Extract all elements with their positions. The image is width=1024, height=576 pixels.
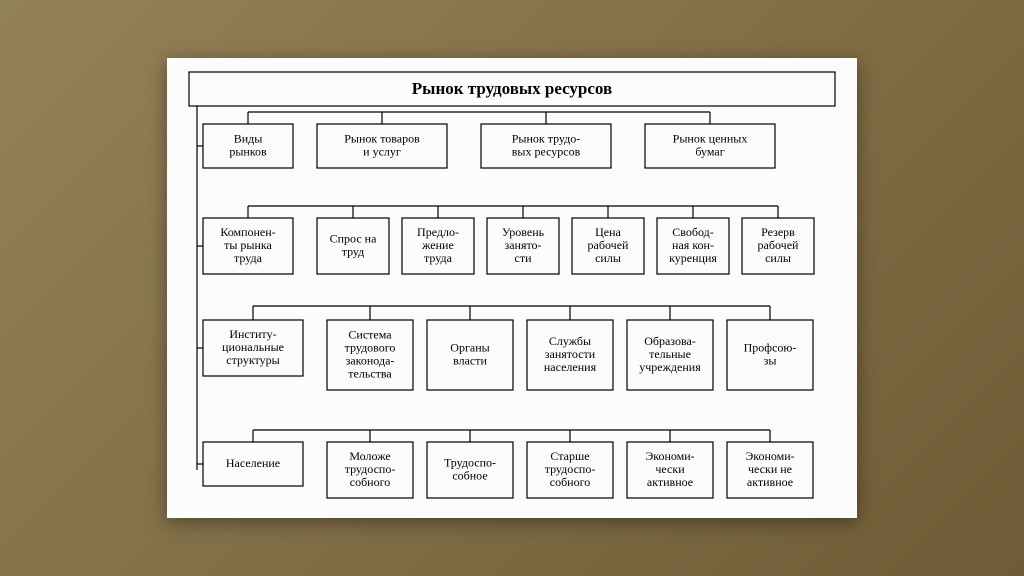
diagram-svg: Рынок трудовых ресурсов Видырынков Рынок т… bbox=[167, 58, 857, 518]
diagram-sheet: Рынок трудовых ресурсов Видырынков Рынок т… bbox=[167, 58, 857, 518]
title-text: Рынок трудовых ресурсов bbox=[412, 79, 612, 98]
category-label-3: Население bbox=[226, 456, 280, 470]
child-label-2-2: Службызанятостинаселения bbox=[544, 334, 597, 374]
child-label-2-1: Органывласти bbox=[450, 340, 489, 367]
child-label-3-4: Экономи-чески неактивное bbox=[745, 449, 794, 489]
category-label-0: Видырынков bbox=[229, 131, 267, 158]
category-label-2: Инститy-циональныеструктуры bbox=[222, 327, 284, 367]
child-label-0-1: Рынок трудо-вых ресурсов bbox=[512, 131, 581, 158]
child-label-3-0: Моложетрудоспо-собного bbox=[345, 449, 396, 489]
child-label-2-0: Систематрудовогозаконода-тельства bbox=[345, 327, 396, 380]
child-label-1-4: Свобод-ная кон-куренция bbox=[669, 225, 717, 265]
child-label-3-2: Старшетрудоспо-собного bbox=[545, 449, 596, 489]
